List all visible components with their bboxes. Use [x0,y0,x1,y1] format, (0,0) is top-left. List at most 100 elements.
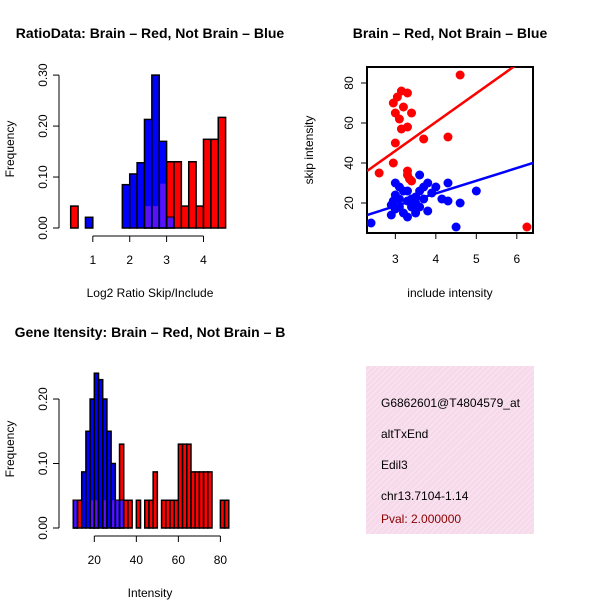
x-tick-label: 4 [200,253,207,267]
y-tick-label: 40 [342,156,356,170]
intensity-scatter-panel: Brain – Red, Not Brain – Blue include int… [302,25,547,300]
brain-bar [152,471,159,529]
not-brain-point [423,178,433,188]
x-axis-title: Intensity [128,586,173,600]
x-tick-label: 3 [392,252,399,266]
overlap-bar [112,500,115,527]
brain-point [443,132,453,142]
y-tick-label: 80 [342,76,356,90]
brain-bar [195,205,205,229]
overlap-bar [74,500,77,527]
not-brain-bar [128,173,138,229]
not-brain-point [390,178,400,188]
overlap-bar [167,217,173,227]
brain-bar [180,205,190,229]
not-brain-point [443,178,453,188]
x-tick-label: 3 [163,253,170,267]
not-brain-point [386,200,396,210]
brain-bar [135,499,142,529]
brain-bar [223,499,230,529]
brain-point [394,114,404,124]
brain-bar [187,160,197,229]
brain-bar [202,138,212,229]
not-brain-bar [110,462,117,529]
x-tick-label: 5 [473,252,480,266]
x-tick-label: 1 [89,253,96,267]
y-tick-label: 60 [342,116,356,130]
brain-point [407,108,417,118]
brain-point [407,176,417,186]
brain-point [388,158,398,168]
brain-point [374,168,384,178]
not-brain-point [367,218,376,228]
gene-name-text: Edil3 [381,458,408,472]
not-brain-point [419,194,429,204]
location-text: chr13.7104-1.14 [381,489,469,503]
brain-fit-line [367,67,516,173]
overlap-bar [95,500,98,527]
plot-area [367,67,533,232]
not-brain-point [402,212,412,222]
y-tick-label: 0.10 [36,165,50,189]
x-tick-label: 20 [88,553,102,567]
not-brain-point [455,198,465,208]
not-brain-point [415,170,425,180]
x-tick-label: 60 [172,553,186,567]
chart-title: Gene Itensity: Brain – Red, Not Brain – … [15,324,286,340]
y-tick-label: 0.00 [36,216,50,240]
brain-point [396,124,406,134]
brain-bar [210,138,219,229]
overlap-bar [120,500,123,527]
x-tick-label: 4 [432,252,439,266]
chart-title: RatioData: Brain – Red, Not Brain – Blue [16,25,285,41]
brain-point [398,102,408,112]
chart-title: Brain – Red, Not Brain – Blue [353,25,548,41]
brain-point [390,138,400,148]
not-brain-bar [151,74,160,229]
overlap-bar [91,500,94,527]
brain-bar [69,205,79,229]
brain-point [402,88,412,98]
not-brain-point [394,194,404,204]
x-axis-title: include intensity [407,286,492,300]
x-tick-label: 40 [130,553,144,567]
y-axis-title: skip intensity [302,116,316,185]
brain-point [522,222,532,232]
not-brain-point [431,182,441,192]
not-brain-bar [136,162,146,229]
x-axis-title: Log2 Ratio Skip/Include [87,286,214,300]
not-brain-bar [121,183,131,229]
y-tick-label: 0.20 [36,114,50,138]
ratio-histogram-panel: RatioData: Brain – Red, Not Brain – Blue… [3,25,284,300]
not-brain-bar [84,216,94,229]
x-tick-label: 80 [214,553,228,567]
brain-bar [173,160,183,229]
brain-point [419,134,429,144]
y-tick-label: 0.10 [36,452,50,476]
brain-bar [127,499,133,529]
event-type-text: altTxEnd [381,427,429,441]
y-tick-label: 20 [342,196,356,210]
not-brain-point [451,222,461,232]
x-tick-label: 6 [513,252,520,266]
brain-bar [207,471,213,529]
not-brain-point [423,206,433,216]
y-axis-title: Frequency [3,421,17,478]
info-box: G6862601@T4804579_at altTxEnd Edil3 chr1… [366,366,534,534]
gene-id-text: G6862601@T4804579_at [381,396,520,410]
overlap-bar [116,500,119,527]
brain-point [455,70,465,80]
y-tick-label: 0.30 [36,63,50,87]
overlap-bar [160,183,166,227]
not-brain-point [443,196,453,206]
gene-intensity-histogram-panel: Gene Itensity: Brain – Red, Not Brain – … [3,324,285,600]
overlap-bar [103,500,106,527]
brain-bar [217,116,227,229]
y-tick-label: 0.00 [36,516,50,540]
x-tick-label: 2 [126,253,133,267]
overlap-bar [145,206,151,227]
pval-text: Pval: 2.000000 [381,512,462,526]
not-brain-point [407,202,417,212]
not-brain-point [471,186,481,196]
